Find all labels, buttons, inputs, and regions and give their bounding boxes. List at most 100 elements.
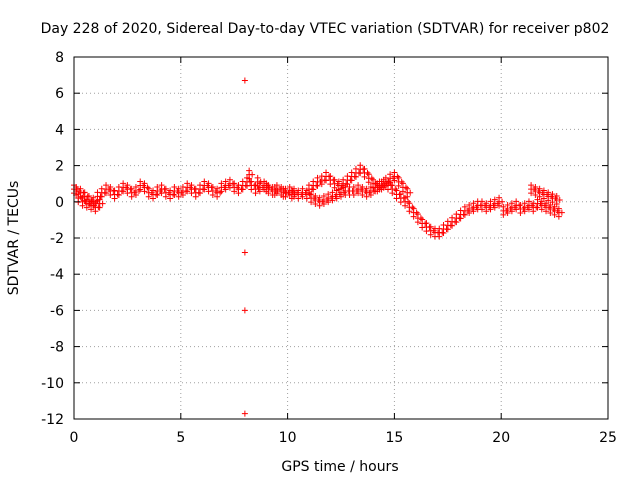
data-point [241,307,248,314]
data-point [335,182,342,189]
data-point [363,189,370,196]
data-point [545,193,552,200]
data-point [461,207,468,214]
data-point [120,184,127,191]
data-point [325,195,332,202]
data-point [316,198,323,205]
y-tick-label: -6 [50,303,64,319]
data-point [410,209,417,216]
data-point [128,189,135,196]
data-point [365,175,372,182]
data-point [536,189,543,196]
data-point [201,182,208,189]
data-point [483,204,490,211]
data-point [338,189,344,196]
y-tick-label: 4 [55,122,64,138]
data-point [555,209,562,216]
data-point [361,169,368,176]
data-points [71,77,565,417]
x-tick-label: 5 [176,430,185,446]
y-tick-label: 0 [55,195,64,211]
data-point [231,184,238,191]
x-axis-label: GPS time / hours [281,459,398,475]
data-point [162,189,169,196]
data-point [547,206,554,213]
data-point [470,204,477,211]
data-point [404,189,411,196]
data-point [504,206,511,213]
data-point [333,191,340,198]
data-point [299,189,306,196]
data-point [359,187,366,194]
data-point [83,200,90,207]
data-point [374,184,381,191]
data-point [312,196,319,203]
data-point [263,184,270,191]
data-point [145,189,152,196]
data-point [508,204,515,211]
data-point [389,186,396,193]
x-tick-label: 0 [70,430,79,446]
x-tick-label: 25 [599,430,617,446]
data-point [137,182,144,189]
x-tick-label: 10 [279,430,297,446]
y-axis-label: SDTVAR / TECUs [6,181,22,296]
y-tick-label: -8 [50,340,64,356]
data-point [280,189,287,196]
data-point [214,189,221,196]
data-point [500,207,507,214]
data-point [331,180,338,187]
data-point [154,187,161,194]
data-point [271,187,278,194]
data-point [532,187,539,194]
data-point [387,175,394,182]
data-point [184,184,191,191]
y-tick-label: 2 [55,159,64,175]
data-point [528,186,535,193]
x-tick-label: 15 [385,430,403,446]
data-point [399,184,406,191]
data-point [209,187,216,194]
data-point [246,171,253,178]
data-point [308,195,315,202]
chart-title: Day 228 of 2020, Sidereal Day-to-day VTE… [41,21,610,37]
data-point [549,195,556,202]
data-point [350,187,357,194]
data-point [395,178,402,185]
data-point [487,202,494,209]
data-point [96,200,103,207]
data-point [222,182,229,189]
data-point [132,187,139,194]
data-point [320,196,327,203]
grid-lines [74,57,608,419]
data-point [427,227,434,234]
data-point [241,249,248,256]
data-point [103,186,110,193]
data-point [521,204,528,211]
data-point [538,202,545,209]
data-point [540,191,547,198]
data-point [218,184,225,191]
data-point [314,178,321,185]
data-point [171,187,178,194]
data-point [551,207,558,214]
data-point [553,196,560,203]
y-tick-label: 6 [55,86,64,102]
data-point [141,184,148,191]
data-point [288,191,295,198]
data-point [414,215,421,222]
data-point [517,206,524,213]
data-point [406,204,413,211]
data-point [175,189,182,196]
data-point [241,410,248,417]
data-point [355,186,362,193]
data-point [252,186,259,193]
y-tick-label: -2 [50,231,64,247]
data-point [79,198,86,205]
data-point [254,178,261,185]
axis-ticks: 0 5 10 15 20 25 -12 -10 -8 -6 -4 -2 0 2 4 6 8 [41,50,617,446]
data-point [534,200,541,207]
data-point [241,77,248,84]
